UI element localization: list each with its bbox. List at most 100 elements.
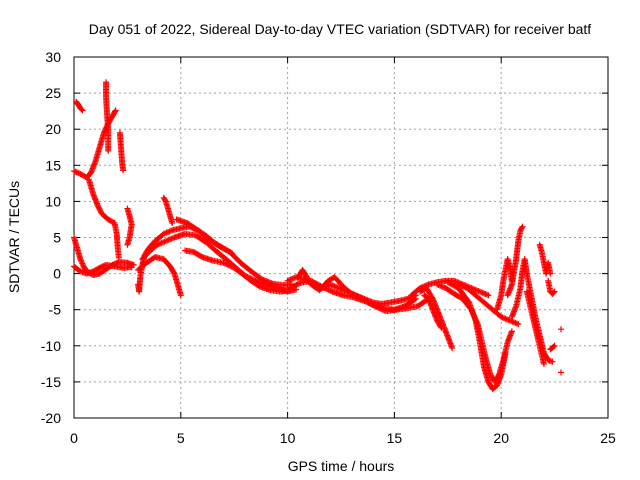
data-point bbox=[112, 107, 119, 114]
data-point bbox=[224, 261, 231, 268]
data-point bbox=[162, 197, 169, 204]
data-point bbox=[241, 272, 248, 279]
y-tick-label: 25 bbox=[45, 85, 61, 101]
y-tick-label: 15 bbox=[45, 157, 61, 173]
x-tick-label: 20 bbox=[493, 430, 509, 446]
x-tick-label: 0 bbox=[70, 430, 78, 446]
data-point bbox=[547, 270, 554, 277]
chart-title: Day 051 of 2022, Sidereal Day-to-day VTE… bbox=[89, 21, 592, 37]
data-point bbox=[558, 369, 565, 376]
y-axis-label: SDTVAR / TECUs bbox=[6, 181, 22, 293]
data-point bbox=[325, 286, 332, 293]
data-point bbox=[288, 284, 295, 291]
data-point bbox=[320, 284, 327, 291]
data-point bbox=[438, 324, 445, 331]
data-point bbox=[249, 276, 256, 283]
axis-ticks: 0 5 10 15 20 25 -20 -15 -10 -5 0 5 10 15 20 25 30 bbox=[41, 49, 616, 446]
data-point bbox=[248, 275, 255, 282]
data-point bbox=[378, 306, 385, 313]
data-points bbox=[71, 79, 565, 393]
x-tick-label: 5 bbox=[177, 430, 185, 446]
data-point bbox=[374, 304, 381, 311]
data-point bbox=[518, 224, 525, 231]
data-point bbox=[328, 288, 335, 295]
data-point bbox=[380, 306, 387, 313]
data-point bbox=[101, 128, 108, 135]
data-point bbox=[120, 167, 127, 174]
data-point bbox=[502, 350, 509, 357]
data-point bbox=[322, 285, 329, 292]
data-point bbox=[292, 282, 299, 289]
data-point bbox=[364, 299, 371, 306]
x-tick-label: 10 bbox=[280, 430, 296, 446]
y-tick-label: 5 bbox=[53, 230, 61, 246]
data-point bbox=[293, 281, 300, 288]
data-point bbox=[540, 360, 547, 367]
data-point bbox=[508, 328, 515, 335]
data-point bbox=[449, 344, 456, 351]
data-point bbox=[551, 288, 558, 295]
data-point bbox=[361, 298, 368, 305]
data-point bbox=[551, 342, 558, 349]
data-point bbox=[549, 358, 556, 365]
data-point bbox=[550, 343, 557, 350]
data-point bbox=[221, 260, 228, 267]
y-tick-label: 20 bbox=[45, 121, 61, 137]
y-tick-label: 30 bbox=[45, 49, 61, 65]
y-tick-label: 10 bbox=[45, 193, 61, 209]
data-point bbox=[247, 275, 254, 282]
x-tick-label: 15 bbox=[387, 430, 403, 446]
data-point bbox=[437, 323, 444, 330]
data-point bbox=[550, 289, 557, 296]
data-point bbox=[78, 106, 85, 113]
data-point bbox=[251, 277, 258, 284]
data-point bbox=[324, 286, 331, 293]
data-point bbox=[245, 274, 252, 281]
y-tick-label: -20 bbox=[41, 410, 61, 426]
data-point bbox=[377, 305, 384, 312]
y-tick-label: -15 bbox=[41, 374, 61, 390]
y-tick-label: 0 bbox=[53, 266, 61, 282]
data-point bbox=[326, 287, 333, 294]
data-point bbox=[366, 300, 373, 307]
data-point bbox=[223, 261, 230, 268]
data-point bbox=[225, 262, 232, 269]
data-point bbox=[369, 301, 376, 308]
data-point bbox=[243, 273, 250, 280]
data-point bbox=[290, 283, 297, 290]
data-point bbox=[220, 259, 227, 266]
data-point bbox=[519, 223, 526, 230]
data-point bbox=[362, 298, 369, 305]
grid bbox=[74, 57, 608, 418]
data-point bbox=[124, 241, 131, 248]
data-point bbox=[128, 264, 135, 271]
data-point bbox=[376, 304, 383, 311]
data-point bbox=[105, 147, 112, 154]
data-point bbox=[370, 302, 377, 309]
data-point bbox=[227, 262, 234, 269]
data-point bbox=[296, 280, 303, 287]
data-point bbox=[177, 292, 184, 299]
data-point bbox=[515, 321, 522, 328]
data-point bbox=[368, 301, 375, 308]
y-tick-label: -10 bbox=[41, 338, 61, 354]
data-point bbox=[373, 303, 380, 310]
data-point bbox=[365, 299, 372, 306]
data-point bbox=[372, 303, 379, 310]
data-point bbox=[318, 283, 325, 290]
data-point bbox=[170, 269, 177, 276]
data-point bbox=[412, 295, 419, 302]
x-axis-label: GPS time / hours bbox=[288, 458, 395, 474]
data-point bbox=[286, 285, 293, 292]
data-point bbox=[558, 326, 565, 333]
data-point bbox=[79, 107, 86, 114]
data-point bbox=[289, 283, 296, 290]
data-point bbox=[321, 284, 328, 291]
data-point bbox=[244, 274, 251, 281]
data-point bbox=[317, 282, 324, 289]
data-point bbox=[169, 220, 176, 227]
data-point bbox=[411, 296, 418, 303]
data-point bbox=[294, 281, 301, 288]
x-tick-label: 25 bbox=[600, 430, 616, 446]
